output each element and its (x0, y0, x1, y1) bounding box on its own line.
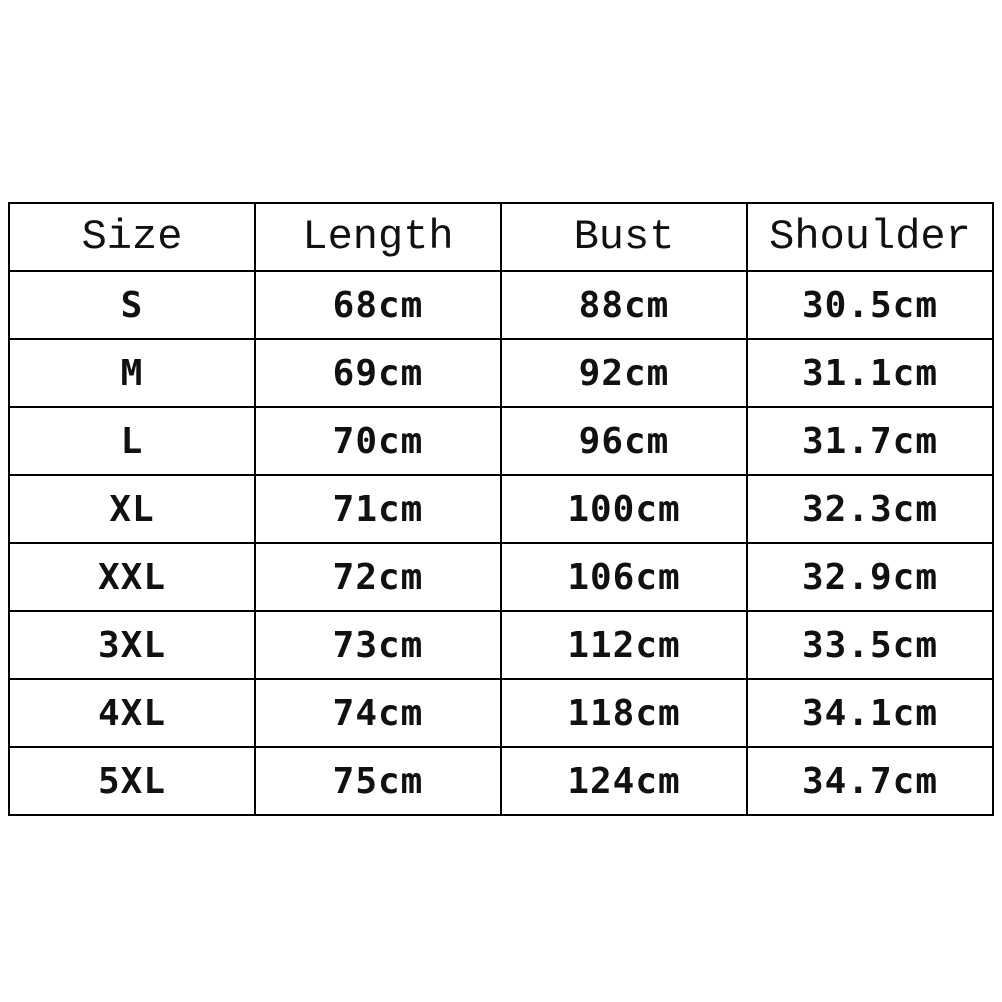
table-cell: 96cm (500, 406, 748, 476)
header-cell: Bust (500, 202, 748, 272)
table-cell: 75cm (254, 746, 502, 816)
table-header: Size Length Bust Shoulder (8, 202, 994, 272)
table-cell: 4XL (8, 678, 256, 748)
table-row: 4XL 74cm 118cm 34.1cm (8, 678, 994, 748)
table-row: XL 71cm 100cm 32.3cm (8, 474, 994, 544)
table-cell: S (8, 270, 256, 340)
table-cell: 3XL (8, 610, 256, 680)
table-cell: 33.5cm (746, 610, 994, 680)
table-cell: L (8, 406, 256, 476)
table-cell: 69cm (254, 338, 502, 408)
header-row: Size Length Bust Shoulder (8, 202, 994, 272)
table-cell: 5XL (8, 746, 256, 816)
table-cell: 100cm (500, 474, 748, 544)
table-cell: 34.7cm (746, 746, 994, 816)
table-cell: 30.5cm (746, 270, 994, 340)
table-row: M 69cm 92cm 31.1cm (8, 338, 994, 408)
table-cell: 32.3cm (746, 474, 994, 544)
table-cell: XXL (8, 542, 256, 612)
table-row: XXL 72cm 106cm 32.9cm (8, 542, 994, 612)
table-cell: 106cm (500, 542, 748, 612)
table-cell: M (8, 338, 256, 408)
header-cell: Length (254, 202, 502, 272)
table-cell: 31.1cm (746, 338, 994, 408)
table-cell: 68cm (254, 270, 502, 340)
table-cell: 88cm (500, 270, 748, 340)
table-body: S 68cm 88cm 30.5cm M 69cm 92cm 31.1cm L 70cm 96cm 3… (8, 270, 994, 816)
table-cell: 74cm (254, 678, 502, 748)
table-row: L 70cm 96cm 31.7cm (8, 406, 994, 476)
table-cell: 32.9cm (746, 542, 994, 612)
table-cell: 31.7cm (746, 406, 994, 476)
table-cell: 112cm (500, 610, 748, 680)
header-cell: Shoulder (746, 202, 994, 272)
size-table: Size Length Bust Shoulder S 68cm 88cm 30.5cm M 6… (8, 202, 994, 816)
table-cell: 92cm (500, 338, 748, 408)
table-cell: 72cm (254, 542, 502, 612)
table-cell: 71cm (254, 474, 502, 544)
table-row: S 68cm 88cm 30.5cm (8, 270, 994, 340)
table-cell: XL (8, 474, 256, 544)
table-row: 3XL 73cm 112cm 33.5cm (8, 610, 994, 680)
table-cell: 34.1cm (746, 678, 994, 748)
header-cell: Size (8, 202, 256, 272)
table-cell: 118cm (500, 678, 748, 748)
table-cell: 124cm (500, 746, 748, 816)
table-cell: 73cm (254, 610, 502, 680)
table-cell: 70cm (254, 406, 502, 476)
table-row: 5XL 75cm 124cm 34.7cm (8, 746, 994, 816)
